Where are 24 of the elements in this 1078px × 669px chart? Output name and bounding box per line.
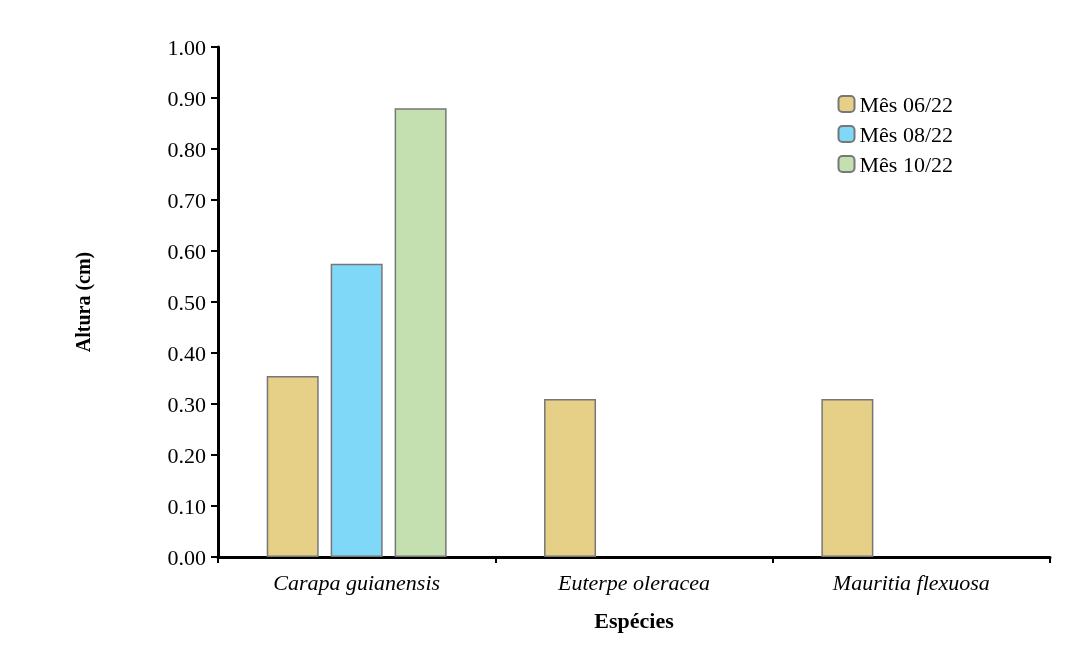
legend-label: Mês 08/22 [859,121,953,147]
bar [821,398,874,557]
y-tick-label: 0.20 [167,442,206,468]
y-tick-label: 0.00 [167,544,206,570]
x-axis-title: Espécies [594,607,675,633]
y-tick-label: 0.30 [167,391,206,417]
legend-label: Mês 06/22 [859,91,953,117]
y-tick-label: 1.00 [167,34,206,60]
y-tick-label: 0.10 [167,493,206,519]
y-tick-label: 0.90 [167,85,206,111]
x-tick-label: Euterpe oleracea [556,569,711,595]
y-tick-label: 0.40 [167,340,206,366]
bar [266,375,319,557]
bar [544,398,597,557]
bar [394,108,447,557]
legend-label: Mês 10/22 [859,151,953,177]
y-tick-label: 0.60 [167,238,206,264]
x-tick-label: Mauritia flexuosa [831,569,990,595]
y-tick-label: 0.50 [167,289,206,315]
x-tick-label: Carapa guianensis [273,569,441,595]
y-tick-label: 0.80 [167,136,206,162]
bar [330,263,383,557]
y-tick-label: 0.70 [167,187,206,213]
y-axis-title: Altura (cm) [72,251,95,353]
